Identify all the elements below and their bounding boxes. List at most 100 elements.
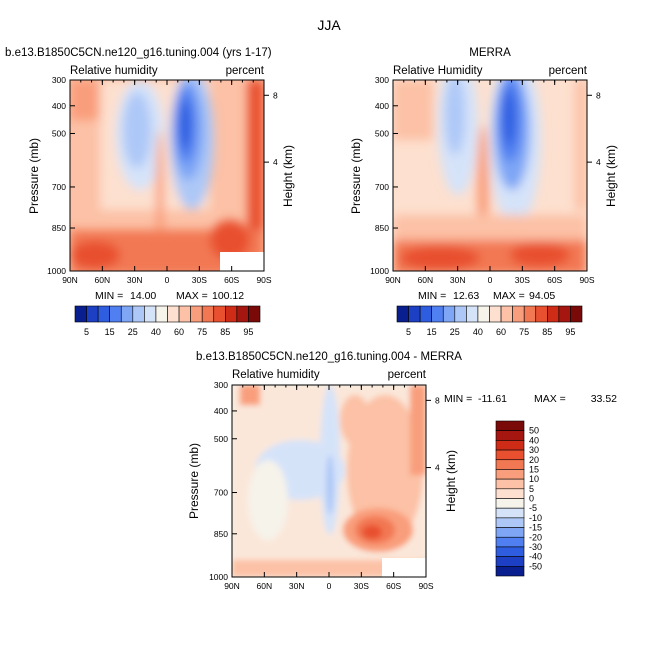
colorbar-swatch: [213, 305, 226, 323]
colorbar-label: -40: [529, 552, 542, 562]
y-tick-label: 400: [52, 101, 66, 111]
colorbar-label: 75: [197, 327, 207, 337]
colorbar-label: 95: [243, 327, 253, 337]
y-tick-label: 500: [375, 128, 389, 138]
colorbar-label: 75: [519, 327, 529, 337]
min-value: -11.61: [478, 393, 507, 405]
colorbar-swatch: [512, 305, 525, 323]
y-tick-label: 850: [52, 223, 66, 233]
max-value: 94.05: [529, 290, 555, 302]
units-label: percent: [388, 369, 427, 381]
y-axis: 300 400 500 700 850 1000: [47, 75, 75, 276]
y-tick-label: 300: [52, 75, 66, 85]
y2-axis-label: Height (km): [444, 450, 458, 512]
colorbar-swatch: [489, 305, 502, 323]
colorbar-swatch: [495, 536, 525, 548]
max-label: MAX =: [493, 290, 525, 302]
colorbar-swatch: [495, 478, 525, 490]
colorbar-label: 40: [529, 435, 539, 445]
panel-title: b.e13.B1850C5CN.ne120_g16.tuning.004 (yr…: [5, 47, 272, 59]
colorbar-label: 15: [105, 327, 115, 337]
colorbar-swatch: [495, 546, 525, 557]
colorbar-swatch: [248, 305, 261, 323]
colorbar-swatch: [570, 305, 583, 323]
colorbar-swatch: [477, 305, 490, 323]
colorbar-swatch: [535, 305, 548, 323]
colorbar-swatch: [495, 440, 525, 451]
y-tick-label: 850: [375, 223, 389, 233]
x-tick-label: 0: [327, 581, 332, 591]
colorbar-label: -15: [529, 523, 542, 533]
colorbar-swatch: [190, 305, 203, 323]
y2-axis: 84: [587, 90, 601, 167]
colorbar-label: -30: [529, 542, 542, 552]
colorbar-label: 30: [529, 445, 539, 455]
colorbar-swatch: [523, 305, 537, 323]
colorbar-swatch: [558, 305, 571, 323]
x-tick-label: 30N: [450, 275, 466, 285]
colorbar-label: 60: [174, 327, 184, 337]
min-label: MIN =: [418, 290, 446, 302]
y-tick-label: 400: [214, 406, 228, 416]
y-tick-label: 850: [214, 529, 228, 539]
colorbar-swatch: [442, 305, 456, 323]
colorbar-swatch: [495, 527, 525, 538]
colorbar-label: -10: [529, 513, 542, 523]
y-tick-label: 1000: [370, 266, 389, 276]
colorbar-label: 5: [406, 327, 411, 337]
colorbar-label: 85: [220, 327, 230, 337]
y-tick-label: 300: [375, 75, 389, 85]
y-tick-label: 700: [214, 488, 228, 498]
colorbar-swatch: [408, 305, 421, 323]
x-tick-label: 90S: [256, 275, 271, 285]
colorbar-label: 10: [529, 474, 539, 484]
colorbar-swatch: [120, 305, 134, 323]
colorbar-swatch: [454, 305, 467, 323]
colorbar-swatch: [236, 305, 249, 323]
colorbar-label: 5: [84, 327, 89, 337]
colorbar-swatch: [495, 566, 525, 577]
y-tick-label: 500: [52, 128, 66, 138]
y2-tick-label: 8: [273, 90, 278, 100]
figure-title: JJA: [317, 17, 341, 33]
x-tick-label: 0: [488, 275, 493, 285]
heatmap-field: [232, 385, 426, 577]
y-tick-label: 400: [375, 101, 389, 111]
colorbar-label: 40: [151, 327, 161, 337]
colorbar-swatch: [547, 305, 560, 323]
x-axis: 90N 60N 30N 0 30S 60S 90S: [385, 80, 595, 285]
max-value: 33.52: [591, 393, 617, 405]
colorbar-swatch: [500, 305, 513, 323]
y-tick-label: 700: [375, 182, 389, 192]
max-label: MAX =: [534, 393, 566, 405]
colorbar-label: 95: [565, 327, 575, 337]
y2-axis: 84: [264, 90, 278, 167]
colorbar-label: 85: [542, 327, 552, 337]
colorbar-swatch: [396, 305, 409, 323]
colorbar-swatch: [495, 469, 525, 480]
colorbar-label: 20: [529, 455, 539, 465]
colorbar-label: 15: [529, 464, 539, 474]
panel-title: b.e13.B1850C5CN.ne120_g16.tuning.004 - M…: [196, 351, 462, 363]
x-tick-label: 30S: [354, 581, 369, 591]
x-tick-label: 90S: [579, 275, 594, 285]
min-label: MIN =: [95, 290, 123, 302]
colorbar-swatch: [495, 430, 525, 441]
colorbar-swatch: [167, 305, 180, 323]
max-value: 100.12: [212, 290, 244, 302]
colorbar-swatch: [495, 556, 525, 567]
panel-title: MERRA: [469, 47, 511, 59]
min-label: MIN =: [444, 393, 472, 405]
y-axis: 300 400 500 700 850 1000: [209, 380, 237, 582]
x-tick-label: 60N: [95, 275, 111, 285]
colorbar-label: -50: [529, 561, 542, 571]
max-label: MAX =: [176, 290, 208, 302]
colorbar-label: 25: [450, 327, 460, 337]
x-tick-label: 90S: [418, 581, 433, 591]
colorbar-label: -5: [529, 503, 537, 513]
colorbar-swatch: [109, 305, 122, 323]
colorbar-swatch: [132, 305, 145, 323]
x-tick-label: 60S: [224, 275, 239, 285]
